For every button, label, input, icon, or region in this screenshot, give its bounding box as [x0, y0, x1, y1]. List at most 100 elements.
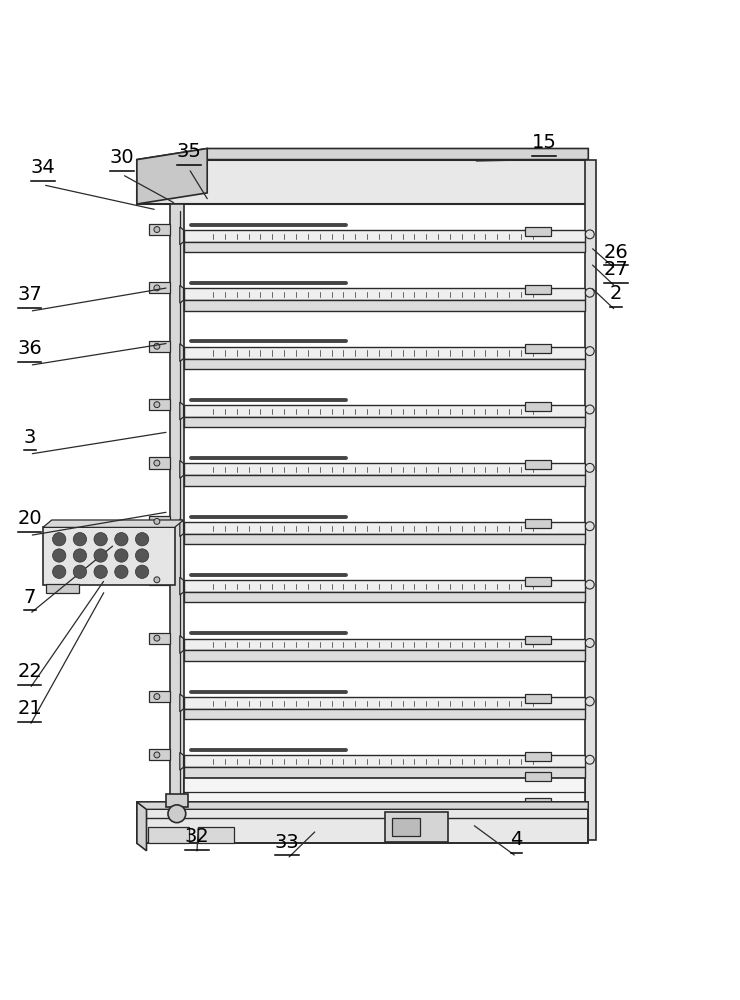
Polygon shape: [525, 227, 551, 236]
Polygon shape: [180, 285, 184, 303]
Circle shape: [94, 565, 107, 578]
Polygon shape: [184, 359, 585, 369]
Polygon shape: [184, 300, 585, 311]
Polygon shape: [180, 636, 184, 653]
Circle shape: [154, 518, 160, 524]
Polygon shape: [180, 752, 184, 770]
Bar: [149, 457, 170, 469]
Polygon shape: [184, 580, 585, 592]
Circle shape: [53, 565, 66, 578]
Polygon shape: [180, 519, 184, 537]
Polygon shape: [137, 802, 588, 843]
Bar: [46, 584, 79, 592]
Circle shape: [154, 752, 160, 758]
Polygon shape: [184, 592, 585, 602]
Bar: [392, 818, 420, 836]
Bar: [149, 224, 170, 235]
Polygon shape: [184, 767, 585, 778]
Polygon shape: [184, 522, 585, 534]
Polygon shape: [184, 463, 585, 475]
Polygon shape: [184, 650, 585, 661]
Polygon shape: [137, 148, 207, 204]
Circle shape: [585, 463, 594, 472]
Circle shape: [154, 343, 160, 349]
Polygon shape: [184, 242, 585, 252]
Bar: [149, 633, 170, 644]
Polygon shape: [525, 752, 551, 761]
Bar: [43, 527, 175, 585]
Circle shape: [585, 347, 594, 356]
Polygon shape: [184, 288, 585, 300]
Bar: [149, 691, 170, 702]
Circle shape: [585, 697, 594, 706]
Circle shape: [585, 639, 594, 647]
Polygon shape: [184, 347, 585, 359]
Circle shape: [135, 549, 149, 562]
Bar: [198, 827, 234, 843]
Circle shape: [73, 565, 87, 578]
Circle shape: [135, 565, 149, 578]
Polygon shape: [180, 344, 184, 362]
Bar: [166, 794, 188, 807]
Bar: [585, 160, 596, 840]
Circle shape: [154, 460, 160, 466]
Text: 36: 36: [17, 339, 42, 358]
Bar: [385, 812, 448, 842]
Text: 2: 2: [610, 284, 622, 303]
Circle shape: [94, 549, 107, 562]
Bar: [149, 516, 170, 527]
Bar: [149, 341, 170, 352]
Text: 35: 35: [176, 142, 201, 161]
Polygon shape: [180, 577, 184, 595]
Polygon shape: [180, 460, 184, 478]
Polygon shape: [525, 460, 551, 469]
Polygon shape: [525, 285, 551, 294]
Circle shape: [115, 565, 128, 578]
Text: 3: 3: [24, 428, 36, 447]
Circle shape: [53, 549, 66, 562]
Circle shape: [585, 755, 594, 764]
Text: 37: 37: [17, 285, 42, 304]
Text: 21: 21: [17, 699, 42, 718]
Circle shape: [585, 230, 594, 239]
Polygon shape: [184, 230, 585, 242]
Text: 20: 20: [17, 509, 42, 528]
Polygon shape: [525, 519, 551, 528]
Polygon shape: [525, 577, 551, 586]
Circle shape: [585, 580, 594, 589]
Polygon shape: [525, 636, 551, 644]
Polygon shape: [180, 694, 184, 712]
Polygon shape: [184, 697, 585, 709]
Circle shape: [115, 549, 128, 562]
Circle shape: [154, 694, 160, 700]
Text: 33: 33: [275, 832, 300, 852]
Polygon shape: [184, 417, 585, 427]
Circle shape: [115, 533, 128, 546]
Polygon shape: [525, 344, 551, 353]
Polygon shape: [180, 402, 184, 420]
Circle shape: [73, 549, 87, 562]
Bar: [525, 798, 551, 807]
Circle shape: [585, 288, 594, 297]
Bar: [170, 204, 184, 826]
Bar: [525, 772, 551, 781]
Text: 26: 26: [603, 243, 628, 262]
Polygon shape: [184, 709, 585, 719]
Polygon shape: [137, 802, 147, 851]
Polygon shape: [43, 520, 184, 527]
Circle shape: [53, 533, 66, 546]
Text: 34: 34: [30, 158, 56, 177]
Text: 27: 27: [603, 260, 628, 279]
Polygon shape: [184, 755, 585, 767]
Polygon shape: [137, 802, 588, 809]
Polygon shape: [184, 405, 585, 417]
Circle shape: [73, 533, 87, 546]
Text: 7: 7: [24, 588, 36, 607]
Polygon shape: [184, 639, 585, 650]
Circle shape: [585, 522, 594, 531]
Bar: [149, 574, 170, 585]
Polygon shape: [525, 694, 551, 703]
Bar: [149, 282, 170, 293]
Polygon shape: [180, 227, 184, 245]
Circle shape: [168, 805, 186, 823]
